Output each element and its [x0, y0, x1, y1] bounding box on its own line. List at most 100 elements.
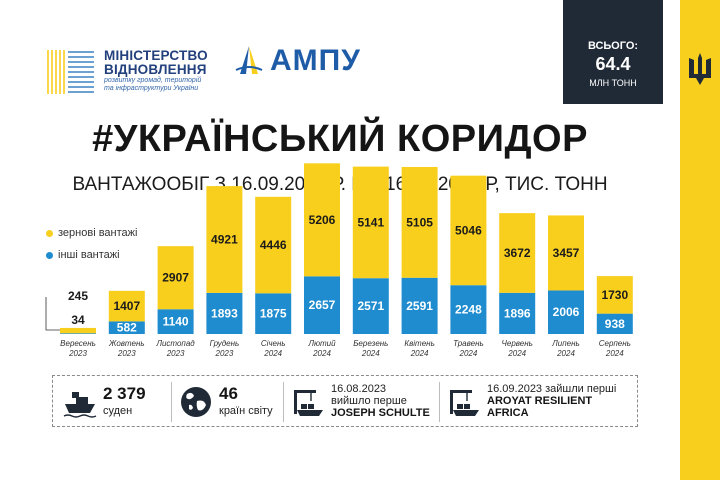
bar-label-other: 1140 [163, 315, 189, 329]
year-label: 2023 [117, 349, 136, 358]
ampu-logo-icon [235, 46, 263, 74]
ampu-name: АМПУ [270, 44, 361, 77]
first-out-date: 16.08.2023 [331, 383, 387, 395]
bar-other-cargo [206, 292, 243, 334]
page-subtitle: ВАНТАЖООБІГ З 16.09.2023 Р. ПО 16.08.202… [72, 174, 608, 195]
bar-label-other: 1896 [504, 306, 531, 320]
bar-label-grain: 4921 [211, 233, 238, 247]
legend-label-grain: зернові вантажі [58, 227, 138, 239]
bar-label-other: 2591 [406, 299, 433, 313]
countries-count: 46 [219, 384, 238, 403]
month-label: Грудень [210, 339, 240, 348]
port-crane-icon [294, 390, 323, 416]
bar-label-grain: 1407 [113, 299, 140, 313]
info-first-in: 16.09.2023 зайшли перші AROYAT RESILIENT… [447, 383, 635, 421]
bar-grain-cargo [157, 246, 194, 310]
month-label: Січень [261, 339, 286, 348]
info-divider [283, 382, 284, 422]
bar-other-cargo [450, 285, 487, 334]
info-countries: 46 країн світу [179, 383, 289, 421]
year-label: 2024 [459, 349, 478, 358]
bar-label-grain: 4446 [260, 238, 287, 252]
bar-grain-cargo [108, 290, 145, 322]
bar-other-cargo [499, 292, 536, 334]
info-divider [171, 382, 172, 422]
bar-label-other: 2657 [309, 298, 336, 312]
bar-grain-cargo [255, 196, 292, 294]
bar-label-grain: 5105 [406, 215, 433, 229]
bar-label-grain: 3457 [553, 246, 580, 260]
info-divider [439, 382, 440, 422]
year-label: 2023 [68, 349, 87, 358]
bar-label-other: 1875 [260, 307, 287, 321]
bar-grain-cargo [596, 276, 633, 314]
ministry-logo-icon [47, 50, 94, 94]
bar-other-cargo [108, 321, 145, 334]
port-crane-icon [450, 390, 479, 416]
first-bar-bracket [45, 297, 60, 331]
bar-label-other: 938 [605, 317, 625, 331]
legend-item-grain: зернові вантажі [46, 222, 137, 244]
bar-label-grain: 245 [68, 289, 88, 303]
total-volume-box: ВСЬОГО: 64.4 МЛН ТОНН [563, 0, 663, 104]
legend-item-other: інші вантажі [46, 244, 137, 266]
year-label: 2023 [215, 349, 234, 358]
globe-icon [181, 387, 211, 417]
bar-label-grain: 5141 [357, 215, 384, 229]
bar-other-cargo [255, 293, 292, 334]
month-label: Серпень [599, 339, 631, 348]
year-label: 2024 [263, 349, 282, 358]
bar-label-other: 582 [117, 321, 137, 335]
bar-other-cargo [596, 313, 633, 334]
bar-label-other: 2571 [357, 299, 384, 313]
month-label: Листопад [155, 339, 195, 348]
bar-label-grain: 2907 [162, 271, 189, 285]
countries-label: країн світу [219, 405, 273, 417]
total-unit: МЛН ТОНН [589, 78, 637, 88]
trident-icon [689, 53, 711, 85]
first-in-ship-line2: AFRICA [487, 407, 529, 419]
total-value: 64.4 [595, 54, 631, 74]
bar-label-grain: 3672 [504, 246, 531, 260]
info-panel: 2 379 суден 46 країн світу 16.08.2023 ви… [52, 375, 638, 427]
month-label: Вересень [60, 339, 96, 348]
first-in-ship-line1: AROYAT RESILIENT [487, 395, 593, 407]
bar-label-other: 2248 [455, 303, 482, 317]
ministry-name: МІНІСТЕРСТВО ВІДНОВЛЕННЯ [104, 48, 208, 77]
bar-label-other: 34 [71, 313, 85, 327]
info-vessels: 2 379 суден [63, 383, 183, 421]
legend-label-other: інші вантажі [58, 249, 120, 261]
ministry-subtitle: розвитку громад, територій та інфраструк… [104, 77, 202, 92]
month-label: Травень [453, 339, 484, 348]
year-label: 2024 [312, 349, 331, 358]
year-label: 2024 [361, 349, 380, 358]
ship-icon [63, 392, 97, 418]
bar-grain-cargo [206, 186, 243, 293]
month-label: Липень [551, 339, 579, 348]
bar-other-cargo [352, 278, 389, 334]
month-label: Квітень [404, 339, 434, 348]
bar-grain-cargo [548, 215, 584, 291]
year-label: 2024 [556, 349, 575, 358]
bar-label-grain: 5206 [309, 213, 336, 227]
bar-other-cargo [60, 333, 96, 334]
bar-grain-cargo [60, 327, 96, 334]
first-in-text: 16.09.2023 зайшли перші [487, 383, 617, 395]
bar-label-grain: 5046 [455, 223, 482, 237]
bar-other-cargo [548, 290, 584, 334]
chart-legend: зернові вантажі інші вантажі [46, 222, 137, 266]
bar-other-cargo [401, 277, 438, 334]
page-title: #УКРАЇНСЬКИЙ КОРИДОР [92, 118, 588, 160]
info-first-out: 16.08.2023 вийшло перше JOSEPH SCHULTE [291, 383, 441, 421]
legend-dot-other [46, 251, 53, 259]
month-label: Березень [353, 339, 388, 348]
bar-label-other: 2006 [553, 305, 580, 319]
bar-label-other: 1893 [211, 306, 238, 320]
first-out-ship: JOSEPH SCHULTE [331, 407, 430, 419]
vessels-count: 2 379 [103, 384, 146, 403]
year-label: 2024 [605, 349, 624, 358]
first-out-text: вийшло перше [331, 395, 407, 407]
vessels-label: суден [103, 405, 133, 417]
bar-other-cargo [157, 309, 194, 334]
bar-label-grain: 1730 [601, 288, 628, 302]
